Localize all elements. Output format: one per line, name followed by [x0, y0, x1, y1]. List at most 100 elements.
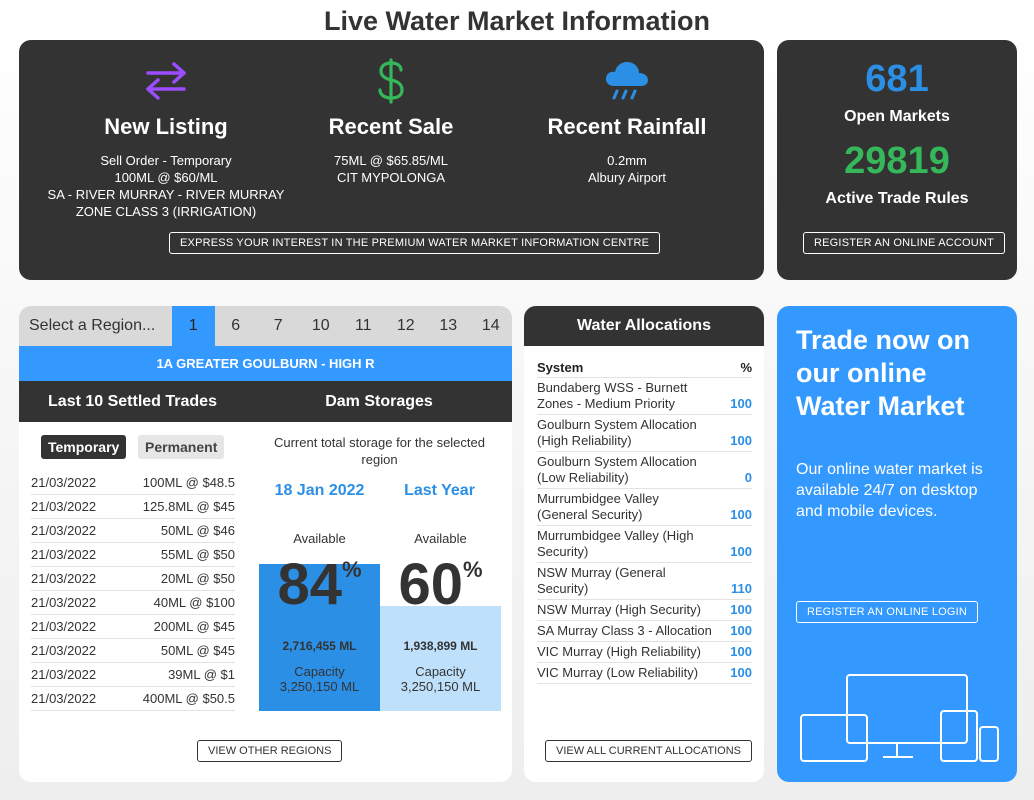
region-tab-7[interactable]: 7	[273, 317, 283, 334]
express-interest-button[interactable]: EXPRESS YOUR INTEREST IN THE PREMIUM WAT…	[169, 232, 661, 254]
trade-detail: 125.8ML @ $45	[142, 499, 235, 514]
allocation-system: Murrumbidgee Valley (General Security)	[537, 491, 659, 522]
allocation-system: NSW Murray (High Security)	[537, 602, 701, 617]
allocation-row: Bundaberg WSS - Burnett Zones - Medium P…	[537, 378, 752, 415]
new-listing-title: New Listing	[104, 114, 228, 139]
trade-detail: 55ML @ $50	[160, 547, 235, 562]
devices-icon	[797, 671, 1007, 771]
current-available-label: Available	[293, 531, 346, 546]
allocation-row: SA Murray Class 3 - Allocation 100	[537, 621, 752, 642]
market-counts-panel: 681 Open Markets 29819 Active Trade Rule…	[777, 40, 1017, 280]
current-amount: 2,716,455 ML	[282, 639, 357, 653]
region-name: 1A GREATER GOULBURN - HIGH R	[19, 346, 512, 381]
allocation-row: Murrumbidgee Valley (General Security) 10…	[537, 489, 752, 526]
allocation-percent: 100	[730, 623, 752, 638]
trade-row: 21/03/2022 50ML @ $45	[31, 639, 235, 663]
region-tab-14[interactable]: 14	[481, 317, 500, 334]
view-other-regions-button[interactable]: VIEW OTHER REGIONS	[197, 740, 343, 762]
new-listing-stat: New Listing Sell Order - Temporary 100ML…	[41, 58, 291, 220]
water-allocations-panel: Water Allocations System % Bundaberg WSS…	[524, 306, 764, 782]
allocation-row: NSW Murray (General Security) 110	[537, 563, 752, 600]
trade-row: 21/03/2022 40ML @ $100	[31, 591, 235, 615]
trade-rules-label: Active Trade Rules	[825, 190, 969, 207]
region-selector: Select a Region... 1 6 7 10 11 12 13 14	[19, 306, 512, 346]
register-account-button[interactable]: REGISTER AN ONLINE ACCOUNT	[803, 232, 1006, 254]
open-markets-label: Open Markets	[844, 108, 950, 125]
new-listing-details: Sell Order - Temporary 100ML @ $60/ML SA…	[47, 153, 285, 219]
dams-heading: Dam Storages	[325, 393, 433, 410]
trade-date: 21/03/2022	[31, 595, 97, 610]
trade-row: 21/03/2022 100ML @ $48.5	[31, 471, 235, 495]
trade-date: 21/03/2022	[31, 643, 97, 658]
trade-row: 21/03/2022 50ML @ $46	[31, 519, 235, 543]
recent-sale-title: Recent Sale	[328, 114, 454, 139]
allocation-row: Murrumbidgee Valley (High Security) 100	[537, 526, 752, 563]
region-tab-1[interactable]: 1	[172, 306, 215, 346]
region-tab-12[interactable]: 12	[396, 317, 415, 334]
percent-column-label: %	[740, 360, 752, 375]
current-storage-date: 18 Jan 2022	[274, 482, 365, 499]
recent-rainfall-details: 0.2mm Albury Airport	[587, 153, 667, 185]
trade-row: 21/03/2022 200ML @ $45	[31, 615, 235, 639]
trades-heading: Last 10 Settled Trades	[48, 393, 217, 410]
allocations-heading: Water Allocations	[524, 306, 764, 346]
allocation-row: Goulburn System Allocation (Low Reliabil…	[537, 452, 752, 489]
allocations-column-header: System %	[537, 360, 752, 378]
allocation-row: VIC Murray (Low Reliability) 100	[537, 663, 752, 684]
last-year-storage-bar: Available 60% 1,938,899 ML Capacity 3,25…	[380, 531, 501, 711]
allocation-percent: 100	[730, 433, 752, 448]
allocation-percent: 110	[731, 581, 752, 596]
current-percent: 84%	[277, 552, 362, 617]
temporary-tab[interactable]: Temporary	[41, 435, 127, 459]
recent-sale-details: 75ML @ $65.85/ML CIT MYPOLONGA	[334, 153, 448, 185]
permanent-tab[interactable]: Permanent	[138, 435, 225, 459]
allocation-percent: 100	[730, 644, 752, 659]
promo-panel: Trade now on our online Water Market Our…	[777, 306, 1017, 782]
current-storage-fill	[259, 564, 380, 711]
allocation-percent: 100	[730, 396, 752, 411]
last-year-amount: 1,938,899 ML	[403, 639, 478, 653]
allocation-system: NSW Murray (General Security)	[537, 565, 666, 596]
allocation-row: Goulburn System Allocation (High Reliabi…	[537, 415, 752, 452]
last-year-storage-fill	[380, 606, 501, 711]
dollar-icon	[266, 58, 516, 104]
promo-title: Trade now on our online Water Market	[796, 325, 971, 421]
trade-rules-count: 29819	[844, 140, 950, 182]
regions-subheader: Last 10 Settled Trades Dam Storages	[19, 381, 512, 422]
trade-date: 21/03/2022	[31, 667, 97, 682]
page-title: Live Water Market Information	[323, 6, 711, 36]
trade-detail: 50ML @ $46	[160, 523, 235, 538]
allocation-system: SA Murray Class 3 - Allocation	[537, 623, 712, 638]
trade-date: 21/03/2022	[31, 475, 97, 490]
allocation-percent: 100	[730, 602, 752, 617]
allocation-system: Goulburn System Allocation (High Reliabi…	[537, 417, 697, 448]
current-capacity: Capacity 3,250,150 ML	[279, 664, 360, 694]
trade-date: 21/03/2022	[31, 499, 97, 514]
rain-cloud-icon	[502, 58, 752, 104]
settled-trades-list: 21/03/2022 100ML @ $48.5 21/03/2022 125.8ML…	[31, 471, 235, 711]
register-login-button[interactable]: REGISTER AN ONLINE LOGIN	[796, 601, 979, 623]
trade-detail: 40ML @ $100	[153, 595, 235, 610]
arrows-swap-icon	[41, 58, 291, 104]
trade-detail: 20ML @ $50	[160, 571, 235, 586]
trade-row: 21/03/2022 125.8ML @ $45	[31, 495, 235, 519]
allocation-percent: 100	[730, 544, 752, 559]
allocations-table: System % Bundaberg WSS - Burnett Zones -…	[537, 360, 752, 684]
view-all-allocations-button[interactable]: VIEW ALL CURRENT ALLOCATIONS	[545, 740, 753, 762]
trade-detail: 50ML @ $45	[160, 643, 235, 658]
region-select-label[interactable]: Select a Region...	[29, 317, 156, 334]
trade-date: 21/03/2022	[31, 523, 97, 538]
region-tab-11[interactable]: 11	[354, 317, 372, 334]
region-tab-13[interactable]: 13	[439, 317, 458, 334]
allocation-system: Goulburn System Allocation (Low Reliabil…	[537, 454, 697, 485]
last-year-label: Last Year	[404, 482, 475, 499]
trade-date: 21/03/2022	[31, 691, 97, 706]
allocation-system: VIC Murray (Low Reliability)	[537, 665, 699, 680]
region-tab-10[interactable]: 10	[311, 317, 330, 334]
trade-date: 21/03/2022	[31, 571, 97, 586]
open-markets-count: 681	[865, 58, 929, 100]
allocation-system: Murrumbidgee Valley (High Security)	[537, 528, 694, 559]
allocation-percent: 100	[730, 665, 752, 680]
region-tab-6[interactable]: 6	[231, 317, 241, 334]
last-year-available-label: Available	[414, 531, 467, 546]
